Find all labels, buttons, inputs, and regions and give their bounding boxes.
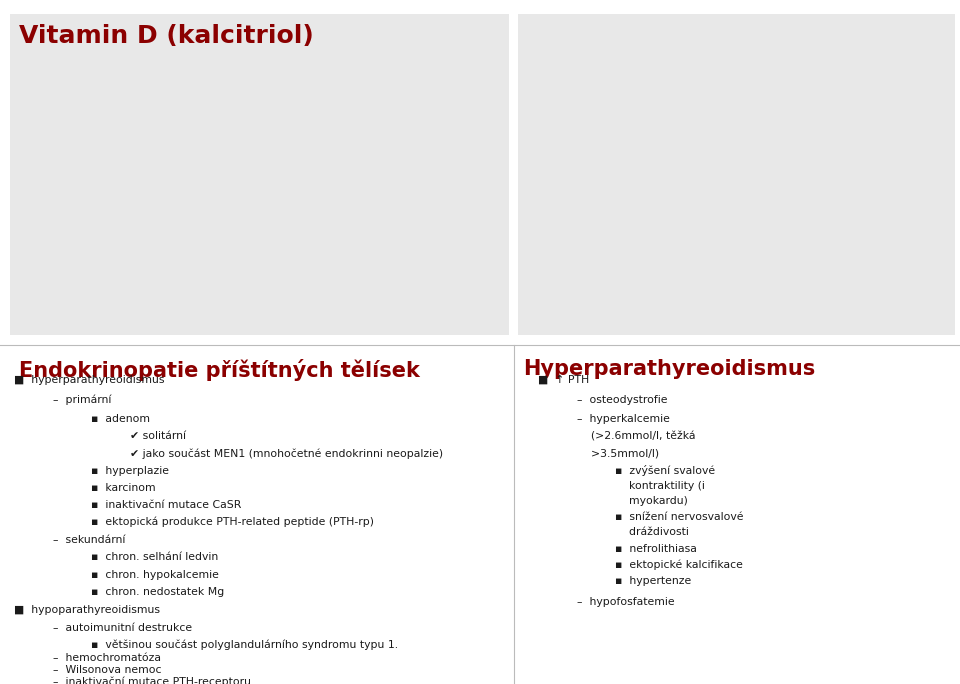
Text: –  hemochromatóza: – hemochromatóza bbox=[53, 653, 161, 663]
Text: ▪  inaktivační mutace CaSR: ▪ inaktivační mutace CaSR bbox=[91, 500, 242, 510]
Text: ▪  ektopická produkce PTH-related peptide (PTH-rp): ▪ ektopická produkce PTH-related peptide… bbox=[91, 516, 374, 527]
Text: ▪  chron. nedostatek Mg: ▪ chron. nedostatek Mg bbox=[91, 587, 225, 596]
Text: ▪  většinou součást polyglandulárního syndromu typu 1.: ▪ většinou součást polyglandulárního syn… bbox=[91, 639, 398, 650]
FancyBboxPatch shape bbox=[518, 14, 955, 335]
Text: –  hypofosfatemie: – hypofosfatemie bbox=[577, 597, 674, 607]
Text: –  hyperkalcemie: – hyperkalcemie bbox=[577, 415, 669, 424]
Text: dráždivosti: dráždivosti bbox=[615, 527, 689, 537]
Text: myokardu): myokardu) bbox=[615, 496, 688, 505]
Text: Vitamin D (kalcitriol): Vitamin D (kalcitriol) bbox=[19, 24, 314, 48]
Text: Hyperparathyreoidismus: Hyperparathyreoidismus bbox=[523, 359, 815, 379]
Text: ✔ jako součást MEN1 (mnohоčetné endokrinni neopalzie): ✔ jako součást MEN1 (mnohоčetné endokrin… bbox=[130, 448, 443, 459]
Text: (>2.6mmol/l, těžká: (>2.6mmol/l, těžká bbox=[577, 432, 695, 441]
Text: ■  ↑ PTH: ■ ↑ PTH bbox=[538, 375, 589, 384]
Text: >3.5mmol/l): >3.5mmol/l) bbox=[577, 449, 659, 458]
Text: –  autoimunitní destrukce: – autoimunitní destrukce bbox=[53, 623, 192, 633]
Text: kontraktility (i: kontraktility (i bbox=[615, 481, 706, 490]
Text: –  Wilsonova nemoc: – Wilsonova nemoc bbox=[53, 666, 161, 675]
Text: ■  hypoparathyreoidismus: ■ hypoparathyreoidismus bbox=[14, 605, 160, 615]
Text: ✔ solitární: ✔ solitární bbox=[130, 432, 185, 441]
Text: Endokrinopatie příštítných tělísek: Endokrinopatie příštítných tělísek bbox=[19, 359, 420, 381]
Text: ▪  hyperplazie: ▪ hyperplazie bbox=[91, 466, 169, 475]
Text: ▪  hypertenze: ▪ hypertenze bbox=[615, 577, 691, 586]
Text: ▪  adenom: ▪ adenom bbox=[91, 415, 150, 424]
Text: ▪  chron. hypokalcemie: ▪ chron. hypokalcemie bbox=[91, 570, 219, 579]
FancyBboxPatch shape bbox=[10, 14, 509, 335]
Text: ▪  karcinom: ▪ karcinom bbox=[91, 483, 156, 492]
Text: –  primární: – primární bbox=[53, 395, 111, 406]
Text: –  sekundární: – sekundární bbox=[53, 536, 125, 545]
Text: ▪  snížení nervosvalové: ▪ snížení nervosvalové bbox=[615, 512, 744, 522]
Text: ■  hyperparathyreoidismus: ■ hyperparathyreoidismus bbox=[14, 375, 165, 384]
Text: ▪  nefrolithiasa: ▪ nefrolithiasa bbox=[615, 544, 697, 553]
Text: ▪  chron. selhání ledvin: ▪ chron. selhání ledvin bbox=[91, 553, 219, 562]
Text: ▪  zvýšení svalové: ▪ zvýšení svalové bbox=[615, 465, 715, 476]
Text: –  osteodystrofie: – osteodystrofie bbox=[577, 395, 667, 405]
Text: ▪  ektopické kalcifikace: ▪ ektopické kalcifikace bbox=[615, 560, 743, 570]
Text: –  inaktivační mutace PTH-receptoru: – inaktivační mutace PTH-receptoru bbox=[53, 676, 251, 684]
Bar bbox=[0, 345, 960, 684]
